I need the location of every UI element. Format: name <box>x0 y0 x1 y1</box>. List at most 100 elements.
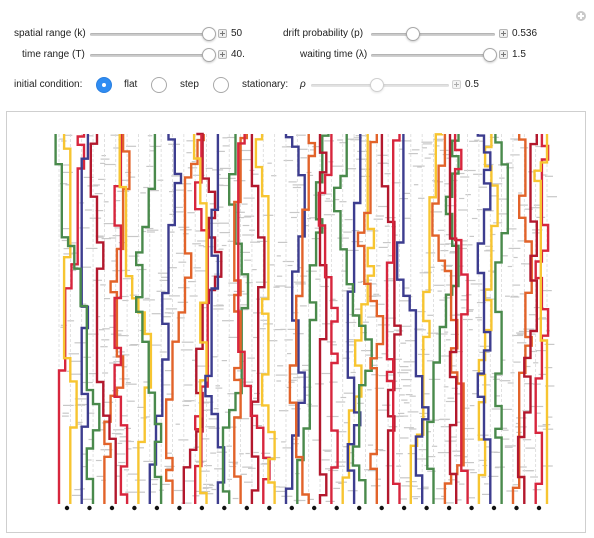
background-mark <box>396 453 403 455</box>
background-mark <box>321 459 330 461</box>
background-mark <box>483 210 494 212</box>
background-mark <box>401 379 412 381</box>
background-mark <box>208 222 220 224</box>
rho-slider[interactable] <box>311 78 449 92</box>
background-mark <box>477 319 482 321</box>
background-mark <box>360 332 367 334</box>
background-mark <box>441 495 446 497</box>
background-mark <box>416 458 427 460</box>
background-mark <box>484 483 489 485</box>
particle-path <box>385 134 401 504</box>
spatial-range-stepper-icon[interactable] <box>218 29 227 38</box>
background-mark <box>351 230 360 232</box>
drift-probability-slider[interactable] <box>371 27 495 41</box>
background-mark <box>288 181 297 183</box>
drift-probability-stepper-icon[interactable] <box>499 29 508 38</box>
background-mark <box>100 158 110 160</box>
background-mark <box>103 223 115 225</box>
background-mark <box>515 426 527 428</box>
background-mark <box>116 464 122 467</box>
slider-thumb[interactable] <box>202 27 217 41</box>
background-mark <box>518 204 528 206</box>
background-mark <box>347 339 356 341</box>
background-mark <box>282 447 292 449</box>
background-mark <box>303 386 312 388</box>
background-mark <box>371 364 378 366</box>
background-mark <box>143 416 150 418</box>
random-walk-paths-plot <box>54 132 557 511</box>
background-mark <box>287 328 297 330</box>
background-mark <box>345 321 357 324</box>
background-mark <box>222 137 228 139</box>
background-mark <box>100 284 106 286</box>
background-mark <box>68 353 79 355</box>
background-mark <box>379 450 386 452</box>
background-mark <box>408 485 418 487</box>
background-mark <box>109 362 117 364</box>
background-mark <box>332 165 344 167</box>
initial-particle-dot <box>199 505 205 511</box>
radio-stationary[interactable] <box>213 77 229 93</box>
background-mark <box>127 235 140 238</box>
background-mark <box>195 230 201 232</box>
background-mark <box>300 275 308 277</box>
background-mark <box>74 404 86 406</box>
background-mark <box>479 459 487 461</box>
background-mark <box>199 438 210 440</box>
background-mark <box>64 134 73 136</box>
background-mark <box>357 402 364 404</box>
background-mark <box>219 167 231 169</box>
slider-thumb[interactable] <box>370 78 385 92</box>
background-mark <box>367 389 372 391</box>
background-mark <box>525 447 536 449</box>
background-mark <box>436 488 447 490</box>
slider-thumb[interactable] <box>483 48 498 62</box>
spatial-range-slider[interactable] <box>90 27 217 41</box>
background-mark <box>142 299 155 301</box>
background-mark <box>122 299 129 302</box>
background-mark <box>292 186 302 189</box>
background-mark <box>411 149 420 151</box>
waiting-time-slider[interactable] <box>371 48 498 62</box>
background-mark <box>504 446 513 448</box>
background-mark <box>296 134 306 136</box>
radio-flat[interactable] <box>96 77 112 93</box>
background-mark <box>390 358 402 360</box>
background-mark <box>95 459 102 462</box>
slider-thumb[interactable] <box>202 48 217 62</box>
background-mark <box>117 442 123 444</box>
background-mark <box>63 248 72 250</box>
waiting-time-stepper-icon[interactable] <box>499 50 508 59</box>
rho-stepper-icon[interactable] <box>452 80 461 89</box>
background-mark <box>202 487 209 489</box>
expand-options-icon[interactable] <box>576 11 586 21</box>
background-mark <box>339 142 346 144</box>
particle-path <box>396 134 430 504</box>
background-mark <box>82 266 92 268</box>
radio-step[interactable] <box>151 77 167 93</box>
background-mark <box>484 446 490 448</box>
background-mark <box>494 467 500 469</box>
background-mark <box>189 295 198 297</box>
background-mark <box>373 293 380 295</box>
background-mark <box>176 317 185 319</box>
background-mark <box>376 265 381 267</box>
slider-thumb[interactable] <box>406 27 421 41</box>
time-range-stepper-icon[interactable] <box>218 50 227 59</box>
particle-path <box>431 134 465 504</box>
background-mark <box>375 478 381 480</box>
waiting-time-value: 1.5 <box>512 49 526 60</box>
background-mark <box>334 461 346 463</box>
background-mark <box>253 336 260 339</box>
background-mark <box>79 227 90 229</box>
background-mark <box>357 150 369 152</box>
time-range-slider[interactable] <box>90 48 217 62</box>
background-mark <box>95 235 104 237</box>
background-mark <box>68 242 77 244</box>
background-mark <box>102 328 110 330</box>
background-mark <box>322 449 332 451</box>
particle-path <box>448 134 458 504</box>
background-mark <box>398 148 405 150</box>
background-mark <box>242 293 248 295</box>
initial-particle-dot <box>132 505 137 511</box>
